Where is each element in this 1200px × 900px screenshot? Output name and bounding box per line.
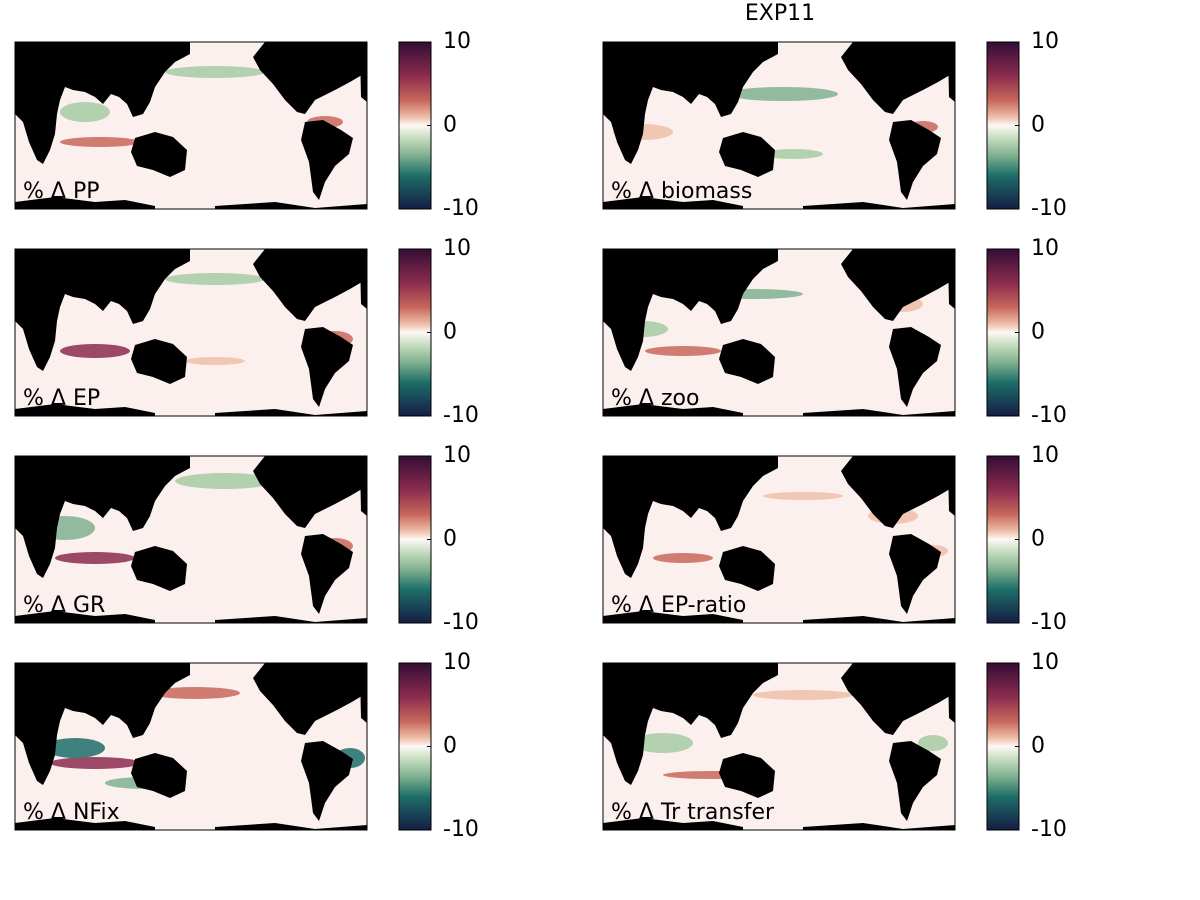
- anomaly-patch: [60, 102, 110, 122]
- anomaly-patch: [918, 735, 948, 751]
- colorbar-tick-label: 10: [443, 29, 471, 54]
- anomaly-patch: [645, 346, 721, 356]
- anomaly-patch: [45, 738, 105, 758]
- colorbar-tick-label: 10: [443, 650, 471, 675]
- colorbar-tick-label: 0: [1031, 734, 1045, 759]
- colorbar-tick-label: 0: [443, 320, 457, 345]
- colorbar-tick-label: 10: [443, 236, 471, 261]
- map-panel: [14, 662, 368, 831]
- panel-label: % Δ GR: [23, 593, 105, 618]
- colorbar-tick-label: -10: [443, 196, 479, 221]
- figure-title: EXP11: [745, 1, 815, 26]
- anomaly-patch: [60, 344, 130, 358]
- anomaly-patch: [165, 66, 265, 78]
- colorbar: [398, 455, 432, 624]
- colorbar: [986, 248, 1020, 417]
- colorbar-tick-label: -10: [443, 403, 479, 428]
- anomaly-patch: [150, 687, 240, 699]
- map-frame: [14, 662, 368, 831]
- colorbar-tick-label: 10: [1031, 29, 1059, 54]
- map-panel: [14, 41, 368, 210]
- panel-label: % Δ NFix: [23, 800, 120, 825]
- map-frame: [14, 248, 368, 417]
- colorbar: [398, 662, 432, 831]
- map-panel: [14, 455, 368, 624]
- anomaly-patch: [653, 553, 713, 563]
- colorbar-tick-label: -10: [1031, 196, 1067, 221]
- anomaly-patch: [753, 690, 853, 700]
- anomaly-patch: [165, 273, 265, 285]
- map-frame: [602, 41, 956, 210]
- anomaly-patch: [55, 552, 135, 564]
- anomaly-patch: [728, 87, 838, 101]
- colorbar-tick-label: 0: [443, 734, 457, 759]
- colorbar-tick-label: 10: [1031, 443, 1059, 468]
- panel-label: % Δ biomass: [611, 179, 752, 204]
- map-panel: [602, 455, 956, 624]
- anomaly-patch: [185, 357, 245, 365]
- anomaly-patch: [60, 137, 140, 147]
- colorbar-tick-label: 10: [443, 443, 471, 468]
- panel-label: % Δ EP-ratio: [611, 593, 746, 618]
- colorbar-tick-label: 0: [1031, 113, 1045, 138]
- map-panel: [602, 41, 956, 210]
- map-panel: [602, 248, 956, 417]
- anomaly-patch: [50, 757, 140, 769]
- anomaly-patch: [763, 149, 823, 159]
- colorbar-tick-label: -10: [1031, 610, 1067, 635]
- colorbar: [398, 41, 432, 210]
- anomaly-patch: [763, 492, 843, 500]
- panel-label: % Δ EP: [23, 386, 100, 411]
- colorbar: [986, 41, 1020, 210]
- map-panel: [602, 662, 956, 831]
- colorbar-tick-label: -10: [1031, 817, 1067, 842]
- map-frame: [602, 248, 956, 417]
- map-frame: [602, 662, 956, 831]
- colorbar: [986, 662, 1020, 831]
- colorbar-tick-label: 0: [1031, 527, 1045, 552]
- colorbar: [986, 455, 1020, 624]
- panel-label: % Δ PP: [23, 179, 99, 204]
- map-frame: [602, 455, 956, 624]
- map-frame: [14, 455, 368, 624]
- colorbar-tick-label: 0: [1031, 320, 1045, 345]
- colorbar-tick-label: -10: [1031, 403, 1067, 428]
- anomaly-patch: [175, 473, 275, 489]
- map-panel: [14, 248, 368, 417]
- colorbar-tick-label: 0: [443, 113, 457, 138]
- colorbar: [398, 248, 432, 417]
- panel-label: % Δ zoo: [611, 386, 699, 411]
- colorbar-tick-label: 10: [1031, 650, 1059, 675]
- panel-label: % Δ Tr transfer: [611, 800, 775, 825]
- colorbar-tick-label: 10: [1031, 236, 1059, 261]
- colorbar-tick-label: 0: [443, 527, 457, 552]
- map-frame: [14, 41, 368, 210]
- anomaly-patch: [633, 733, 693, 753]
- colorbar-tick-label: -10: [443, 610, 479, 635]
- colorbar-tick-label: -10: [443, 817, 479, 842]
